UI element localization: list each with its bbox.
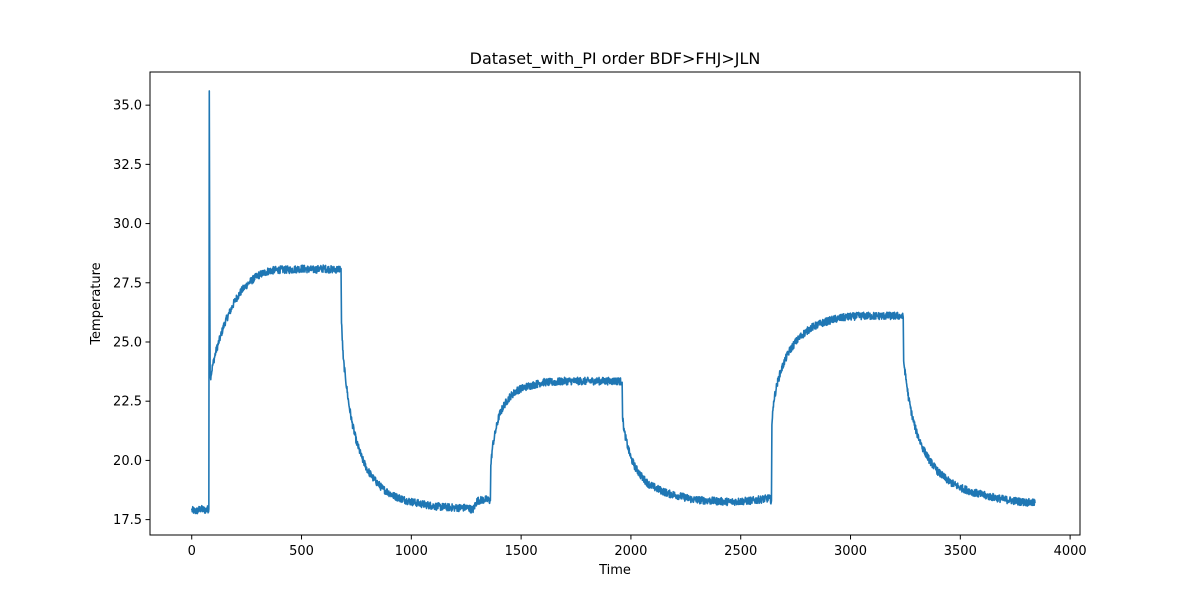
y-tick-label: 22.5 bbox=[113, 395, 142, 410]
x-tick-label: 2500 bbox=[724, 544, 757, 559]
y-axis-label: Temperature bbox=[89, 262, 104, 345]
y-tick-label: 20.0 bbox=[113, 454, 142, 469]
y-tick-label: 27.5 bbox=[113, 276, 142, 291]
x-tick-label: 4000 bbox=[1054, 544, 1087, 559]
axes-frame bbox=[149, 71, 1081, 536]
y-tick-label: 25.0 bbox=[113, 335, 142, 350]
x-tick-label: 2000 bbox=[614, 544, 647, 559]
x-axis: 0 500 1000 1500 2000 2500 3000 3500 4000 bbox=[188, 535, 1087, 559]
x-tick-label: 3000 bbox=[834, 544, 867, 559]
chart-title: Dataset_with_PI order BDF>FHJ>JLN bbox=[470, 49, 761, 69]
y-tick-label: 35.0 bbox=[113, 99, 142, 114]
y-tick-label: 17.5 bbox=[113, 513, 142, 528]
x-axis-label: Time bbox=[598, 563, 631, 578]
x-tick-label: 0 bbox=[188, 544, 196, 559]
y-axis: 17.5 20.0 22.5 25.0 27.5 30.0 32.5 35.0 bbox=[113, 99, 150, 528]
x-tick-label: 1500 bbox=[505, 544, 538, 559]
y-tick-label: 32.5 bbox=[113, 158, 142, 173]
x-tick-label: 1000 bbox=[395, 544, 428, 559]
y-tick-label: 30.0 bbox=[113, 217, 142, 232]
x-tick-label: 500 bbox=[289, 544, 314, 559]
x-tick-label: 3500 bbox=[944, 544, 977, 559]
series-line bbox=[190, 90, 1036, 515]
plot-area bbox=[190, 90, 1036, 515]
